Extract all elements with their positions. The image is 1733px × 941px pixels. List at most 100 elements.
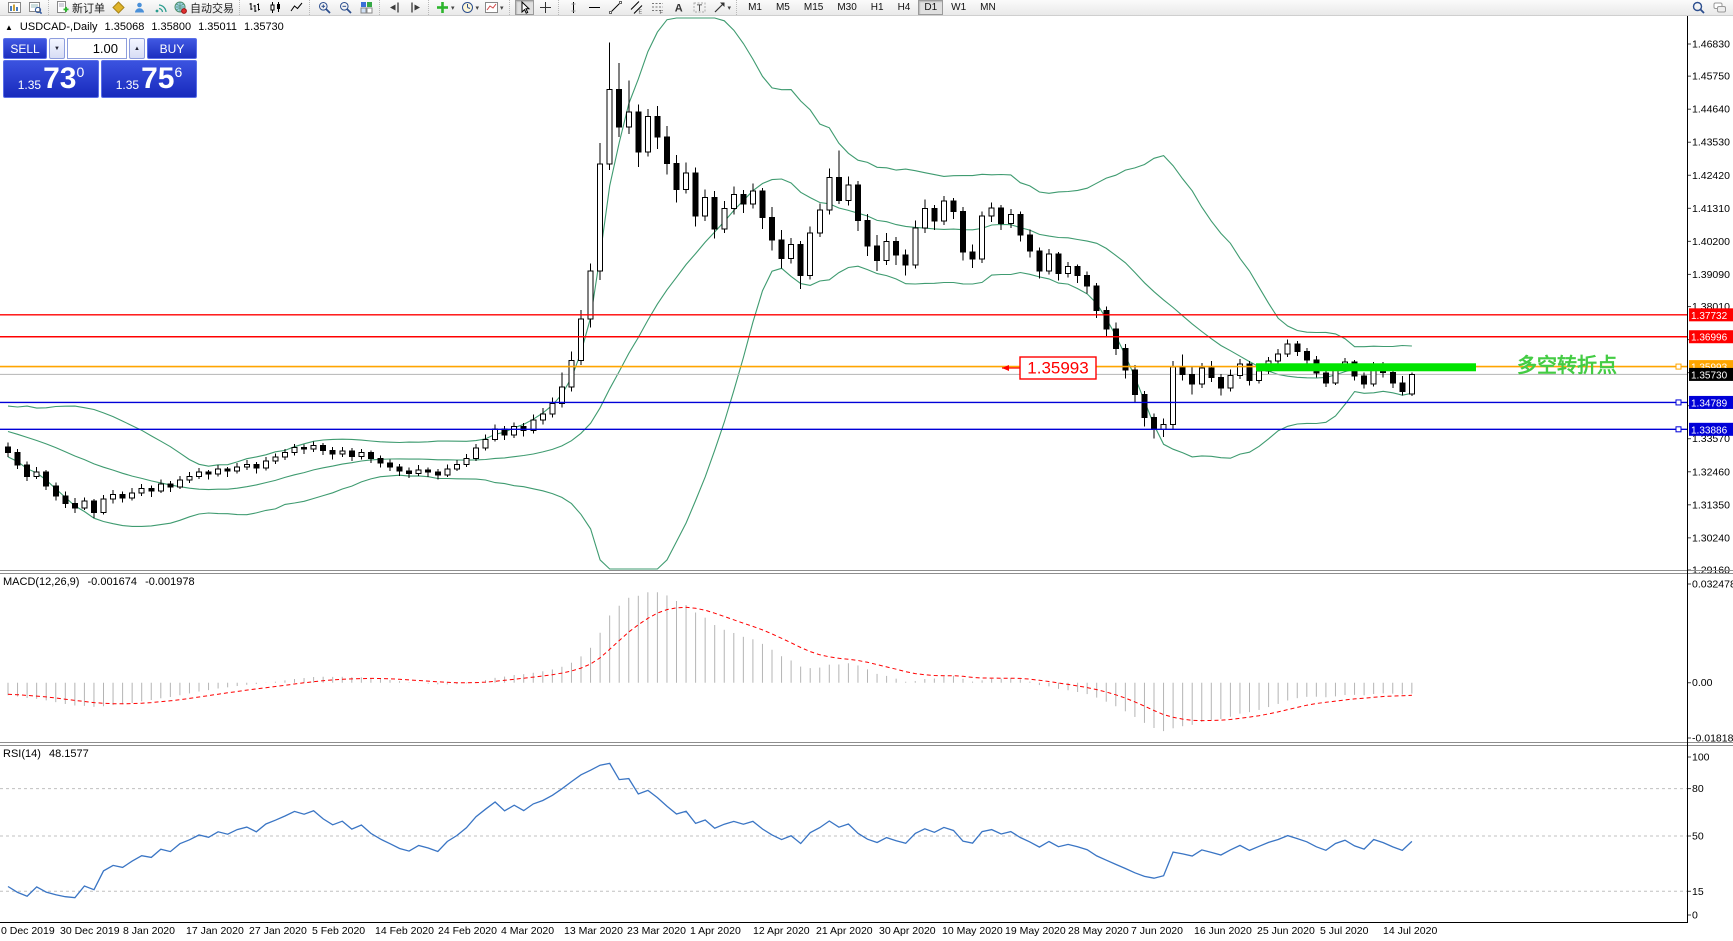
- candle-body: [272, 456, 279, 462]
- tf-H4-label: H4: [897, 2, 911, 13]
- toolbar-group-objects: E F A T ▾: [557, 0, 737, 15]
- indicators-add-icon[interactable]: ▾: [434, 0, 457, 15]
- market-watch-icon[interactable]: [5, 0, 24, 15]
- signals-icon[interactable]: [151, 0, 170, 15]
- draw-vline-icon[interactable]: [564, 0, 583, 15]
- data-window-icon[interactable]: [26, 0, 45, 15]
- auto-scroll-icon[interactable]: [385, 0, 404, 15]
- periods-icon[interactable]: ▾: [459, 0, 482, 15]
- chart-shift-icon[interactable]: [406, 0, 425, 15]
- chart-line-icon[interactable]: [287, 0, 306, 15]
- symbol-info: ▲ USDCAD-,Daily 1.35068 1.35800 1.35011 …: [5, 21, 284, 33]
- svg-text:16 Jun 2020: 16 Jun 2020: [1194, 925, 1252, 937]
- volume-input[interactable]: 1.00: [67, 38, 127, 59]
- metaeditor-icon[interactable]: [109, 0, 128, 15]
- candle-body: [90, 500, 97, 513]
- candle-body: [81, 500, 88, 509]
- draw-shapes-caret-icon[interactable]: ▾: [727, 4, 732, 12]
- candle-body: [348, 450, 355, 457]
- buy-price-display[interactable]: 1.35 75 6: [101, 60, 197, 98]
- crosshair-icon[interactable]: [536, 0, 555, 15]
- search-icon[interactable]: [1689, 0, 1708, 15]
- timeframe-M15-button[interactable]: M15: [798, 0, 829, 15]
- templates-icon[interactable]: ▾: [483, 0, 506, 15]
- hline-handle[interactable]: [1675, 363, 1682, 370]
- templates-caret-icon[interactable]: ▾: [500, 4, 504, 12]
- new-order-button[interactable]: 新订单: [54, 0, 107, 15]
- svg-text:14 Feb 2020: 14 Feb 2020: [375, 925, 434, 937]
- draw-shapes-icon[interactable]: ▾: [711, 0, 734, 15]
- candle-body: [71, 502, 78, 509]
- note-annotation-text[interactable]: 多空转折点: [1517, 353, 1617, 377]
- tile-windows-icon[interactable]: [357, 0, 376, 15]
- candle-body: [434, 471, 441, 476]
- tf-M1-label: M1: [748, 2, 762, 13]
- ohlc-high: 1.35800: [151, 21, 192, 33]
- svg-text:19 May 2020: 19 May 2020: [1005, 925, 1066, 937]
- sell-price-display[interactable]: 1.35 73 0: [3, 60, 99, 98]
- axis-badge-1.36996-text: 1.36996: [1691, 333, 1728, 344]
- chart-bars-icon[interactable]: [245, 0, 264, 15]
- timeframe-D1-button[interactable]: D1: [918, 0, 944, 15]
- svg-text:25 Jun 2020: 25 Jun 2020: [1257, 925, 1315, 937]
- volume-increase-button[interactable]: ▲: [129, 38, 145, 59]
- candle-body: [721, 208, 728, 230]
- candle-body: [644, 115, 651, 153]
- timeframe-M30-button[interactable]: M30: [831, 0, 862, 15]
- candle-body: [1246, 363, 1253, 382]
- draw-label-icon[interactable]: T: [690, 0, 709, 15]
- cursor-icon[interactable]: [514, 0, 534, 15]
- hline-handle[interactable]: [1675, 426, 1682, 433]
- autotrading-button[interactable]: 自动交易: [172, 0, 236, 15]
- candle-body: [797, 243, 804, 277]
- timeframe-H4-button[interactable]: H4: [892, 0, 917, 15]
- candle-body: [663, 136, 670, 164]
- draw-fibo-icon[interactable]: F: [648, 0, 667, 15]
- bollinger-lo-line: [7, 265, 1413, 570]
- timeframe-M1-button[interactable]: M1: [742, 0, 768, 15]
- svg-text:1.41310: 1.41310: [1692, 203, 1730, 215]
- price-box-annotation[interactable]: [1019, 356, 1097, 380]
- chat-icon[interactable]: [1710, 0, 1729, 15]
- draw-channel-icon[interactable]: E: [627, 0, 646, 15]
- buy-button[interactable]: BUY: [147, 38, 197, 59]
- candle-body: [1112, 328, 1119, 350]
- sell-button[interactable]: SELL: [3, 38, 47, 59]
- periods-caret-icon[interactable]: ▾: [475, 4, 480, 12]
- svg-text:10 May 2020: 10 May 2020: [942, 925, 1003, 937]
- candle-body: [912, 227, 919, 266]
- candle-body: [902, 254, 909, 266]
- candle-body: [1141, 394, 1148, 419]
- volume-decrease-button[interactable]: ▼: [49, 38, 65, 59]
- timeframe-M5-button[interactable]: M5: [770, 0, 796, 15]
- candle-body: [14, 452, 21, 466]
- draw-text-icon[interactable]: A: [669, 0, 688, 15]
- candle-body: [33, 471, 40, 478]
- candle-body: [683, 172, 690, 190]
- candle-body: [940, 200, 947, 222]
- candle-body: [243, 464, 250, 468]
- svg-text:4 Mar 2020: 4 Mar 2020: [501, 925, 554, 937]
- candle-body: [893, 240, 900, 256]
- toolbar-group-scroll: [379, 0, 428, 15]
- community-icon[interactable]: [130, 0, 149, 15]
- draw-hline-icon[interactable]: [585, 0, 604, 15]
- zoom-out-icon[interactable]: [336, 0, 355, 15]
- draw-trendline-icon[interactable]: [606, 0, 625, 15]
- chart-candles-icon[interactable]: [266, 0, 285, 15]
- hline-handle[interactable]: [1675, 399, 1682, 406]
- zoom-in-icon[interactable]: [315, 0, 334, 15]
- candle-body: [387, 462, 393, 468]
- ohlc-close: 1.35730: [244, 21, 284, 33]
- svg-text:1.32460: 1.32460: [1692, 466, 1730, 478]
- svg-text:5 Feb 2020: 5 Feb 2020: [312, 925, 365, 937]
- timeframe-H1-button[interactable]: H1: [865, 0, 890, 15]
- svg-text:7 Jun 2020: 7 Jun 2020: [1131, 925, 1183, 937]
- candle-body: [778, 239, 785, 260]
- indicators-add-caret-icon[interactable]: ▾: [451, 4, 455, 12]
- green-trend-bar[interactable]: [1256, 363, 1476, 372]
- candle-body: [520, 426, 527, 431]
- timeframe-W1-button[interactable]: W1: [945, 0, 972, 15]
- candle-body: [854, 184, 861, 222]
- timeframe-MN-button[interactable]: MN: [974, 0, 1002, 15]
